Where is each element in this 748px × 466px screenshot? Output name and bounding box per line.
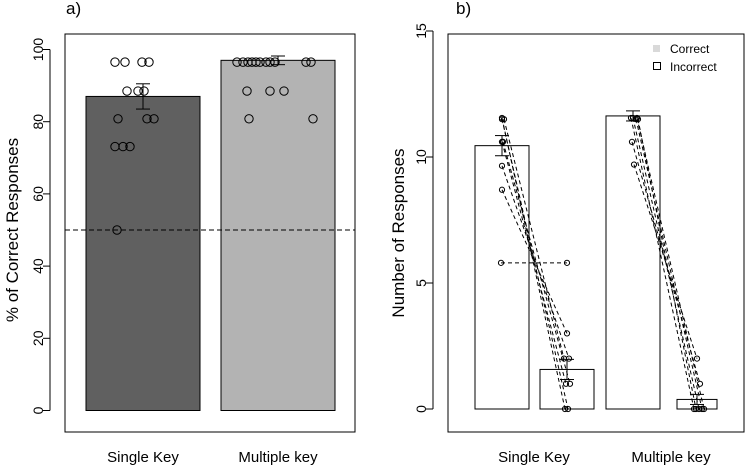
bar-correct-multiple-key [605, 115, 661, 410]
panel-b-paired-lines [501, 117, 705, 410]
y-tick-label: 40 [30, 258, 46, 274]
panel-b-label: b) [456, 0, 471, 18]
data-point [112, 225, 122, 235]
y-tick-label: 100 [30, 38, 46, 62]
data-point-correct [628, 138, 636, 145]
data-point [242, 86, 252, 96]
data-point-incorrect [563, 330, 571, 337]
legend-swatch-incorrect [653, 62, 661, 70]
data-point-incorrect [561, 405, 569, 413]
y-tick-label: 20 [30, 330, 46, 346]
data-point [301, 57, 311, 67]
paired-line [501, 165, 570, 359]
data-point [270, 57, 280, 67]
paired-line [633, 164, 698, 359]
data-point [137, 57, 147, 67]
panel-a-label: a) [66, 0, 81, 18]
data-point-correct [633, 114, 641, 122]
panel-b-legend: Correct Incorrect [653, 42, 717, 74]
data-point-incorrect [696, 380, 704, 387]
panel-a-plot-frame [64, 33, 356, 433]
data-point [125, 141, 135, 152]
bar-correct-single-key [474, 145, 530, 410]
data-point [110, 57, 120, 67]
data-point [133, 86, 143, 96]
panel-b-category-label: Multiple key [631, 449, 711, 466]
data-point [265, 86, 275, 96]
paired-line [501, 117, 566, 410]
data-point [149, 114, 159, 124]
data-point [261, 57, 271, 67]
panel-b-y-axis-label: Number of Responses [389, 148, 408, 317]
data-point [244, 114, 254, 124]
data-point-correct [498, 186, 506, 193]
panel-b-plot-frame [447, 33, 745, 433]
data-point [306, 57, 316, 67]
data-point [139, 86, 149, 96]
legend-label-correct: Correct [670, 42, 710, 56]
panel-b-y-axis: 0 5 10 15 [413, 23, 434, 413]
data-point [255, 57, 265, 67]
panel-a-category-label: Multiple key [238, 449, 318, 466]
panel-a-points [110, 57, 318, 235]
y-tick-label: 5 [413, 279, 429, 287]
paired-line [630, 117, 695, 410]
paired-line [637, 119, 697, 410]
legend-label-incorrect: Incorrect [670, 60, 717, 74]
panel-a-bars [85, 59, 336, 412]
data-point [251, 57, 261, 67]
panel-a: a) % of Correct Responses 0 20 40 60 80 100 S… [3, 0, 356, 466]
panel-b: b) Number of Responses 0 5 10 15 Correct In… [389, 0, 745, 466]
data-point [265, 57, 275, 67]
data-point-incorrect [560, 355, 568, 362]
data-point-incorrect [698, 405, 706, 413]
data-point [142, 114, 152, 124]
data-point [113, 114, 123, 124]
data-point-correct [632, 116, 640, 123]
bar-single-key [85, 95, 201, 412]
data-point [232, 57, 242, 67]
data-point [118, 141, 128, 152]
data-point [144, 57, 154, 67]
y-tick-label: 0 [413, 405, 429, 413]
y-tick-label: 0 [30, 406, 46, 414]
y-tick-label: 80 [30, 114, 46, 130]
data-point-incorrect [700, 405, 708, 413]
y-tick-label: 10 [413, 149, 429, 165]
data-point [308, 114, 318, 124]
data-point [279, 86, 289, 96]
paired-line [501, 119, 569, 410]
data-point-correct [500, 116, 508, 123]
panel-a-category-label: Single Key [107, 449, 179, 466]
data-point-incorrect [563, 259, 571, 266]
data-point [122, 86, 132, 96]
paired-line [503, 119, 565, 359]
data-point-correct [497, 259, 505, 266]
panel-b-bars [474, 115, 718, 410]
data-point-incorrect [562, 380, 570, 387]
data-point-incorrect [692, 405, 700, 413]
data-point-incorrect [566, 380, 574, 387]
bar-multiple-key [220, 59, 336, 412]
data-point-correct [630, 161, 638, 168]
panel-b-points [497, 114, 708, 413]
panel-a-y-axis-label: % of Correct Responses [3, 138, 22, 322]
paired-line [636, 117, 705, 410]
panel-b-category-label: Single Key [498, 449, 570, 466]
y-tick-label: 60 [30, 186, 46, 202]
data-point-incorrect [693, 355, 701, 362]
y-tick-label: 15 [413, 23, 429, 39]
panel-a-y-axis: 0 20 40 60 80 100 [30, 38, 51, 414]
data-point-correct [499, 138, 507, 145]
data-point-correct [498, 116, 506, 123]
data-point [238, 57, 248, 67]
data-point-incorrect [564, 405, 572, 413]
data-point [120, 57, 130, 67]
data-point-correct [498, 162, 506, 169]
paired-line [635, 119, 703, 410]
data-point-correct [634, 116, 642, 123]
paired-line [501, 189, 568, 334]
legend-swatch-correct [653, 45, 660, 52]
